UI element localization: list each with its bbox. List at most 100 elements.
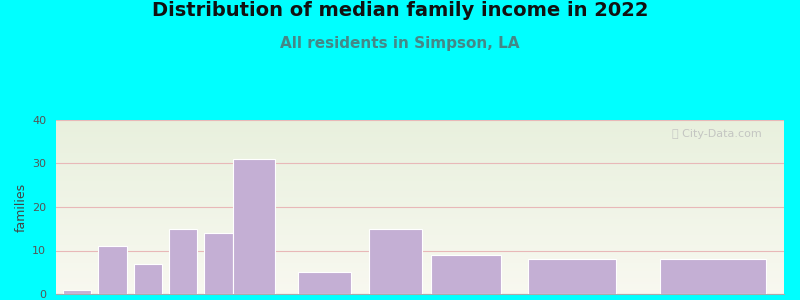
Bar [56,139,784,141]
Bar [98,246,126,294]
Bar [369,229,422,294]
Bar [56,280,784,282]
Bar [56,249,784,250]
Bar [56,184,784,186]
Bar [233,159,275,294]
Bar [56,151,784,153]
Bar [56,157,784,158]
Bar [56,190,784,191]
Bar [56,218,784,219]
Bar [56,221,784,223]
Bar [56,233,784,235]
Bar [56,203,784,205]
Bar [56,261,784,263]
Bar [56,177,784,179]
Bar [56,188,784,190]
Bar [56,219,784,221]
Bar [56,223,784,224]
Bar [56,125,784,127]
Bar [56,120,784,122]
Bar [56,148,784,150]
Text: ⓘ City-Data.com: ⓘ City-Data.com [673,129,762,139]
Bar [56,211,784,212]
Bar [56,155,784,157]
Bar [528,259,616,294]
Y-axis label: families: families [15,182,28,232]
Bar [56,172,784,174]
Bar [56,196,784,198]
Bar [56,202,784,203]
Bar [56,136,784,137]
Text: Distribution of median family income in 2022: Distribution of median family income in … [152,2,648,20]
Bar [56,228,784,230]
Bar [56,144,784,146]
Bar [56,224,784,226]
Bar [56,167,784,169]
Bar [56,183,784,184]
Bar [56,254,784,256]
Bar [56,142,784,144]
Bar [56,259,784,261]
Bar [56,272,784,273]
Bar [56,158,784,160]
Bar [56,207,784,209]
Bar [134,263,162,294]
Bar [56,238,784,240]
Bar [56,162,784,164]
Bar [56,257,784,259]
Text: All residents in Simpson, LA: All residents in Simpson, LA [280,36,520,51]
Bar [56,237,784,238]
Bar [56,165,784,167]
Bar [56,284,784,285]
Bar [56,270,784,272]
Bar [56,209,784,211]
Bar [56,263,784,264]
Bar [56,200,784,202]
Bar [56,244,784,245]
Bar [56,153,784,155]
Bar [56,264,784,266]
Bar [56,256,784,257]
Bar [56,193,784,195]
Bar [56,247,784,249]
Bar [56,282,784,284]
Bar [56,164,784,165]
Bar [56,235,784,237]
Bar [56,150,784,151]
Bar [56,275,784,277]
Bar [205,233,233,294]
Bar [56,146,784,148]
Bar [56,130,784,132]
Bar [56,181,784,183]
Bar [56,169,784,170]
Bar [56,127,784,129]
Bar [56,277,784,278]
Bar [56,250,784,252]
Bar [169,229,198,294]
Bar [63,290,91,294]
Bar [56,214,784,216]
Bar [56,268,784,270]
Bar [56,278,784,280]
Bar [56,186,784,188]
Bar [56,290,784,292]
Bar [56,266,784,268]
Bar [56,240,784,242]
Bar [56,231,784,233]
Bar [56,242,784,244]
Bar [56,122,784,124]
Bar [56,285,784,287]
Bar [56,134,784,136]
Bar [56,129,784,130]
Bar [56,216,784,218]
Bar [430,255,502,294]
Bar [56,137,784,139]
Bar [56,289,784,290]
Bar [56,191,784,193]
Bar [56,212,784,214]
Bar [56,141,784,142]
Bar [660,259,766,294]
Bar [56,292,784,294]
Bar [56,179,784,181]
Bar [56,230,784,231]
